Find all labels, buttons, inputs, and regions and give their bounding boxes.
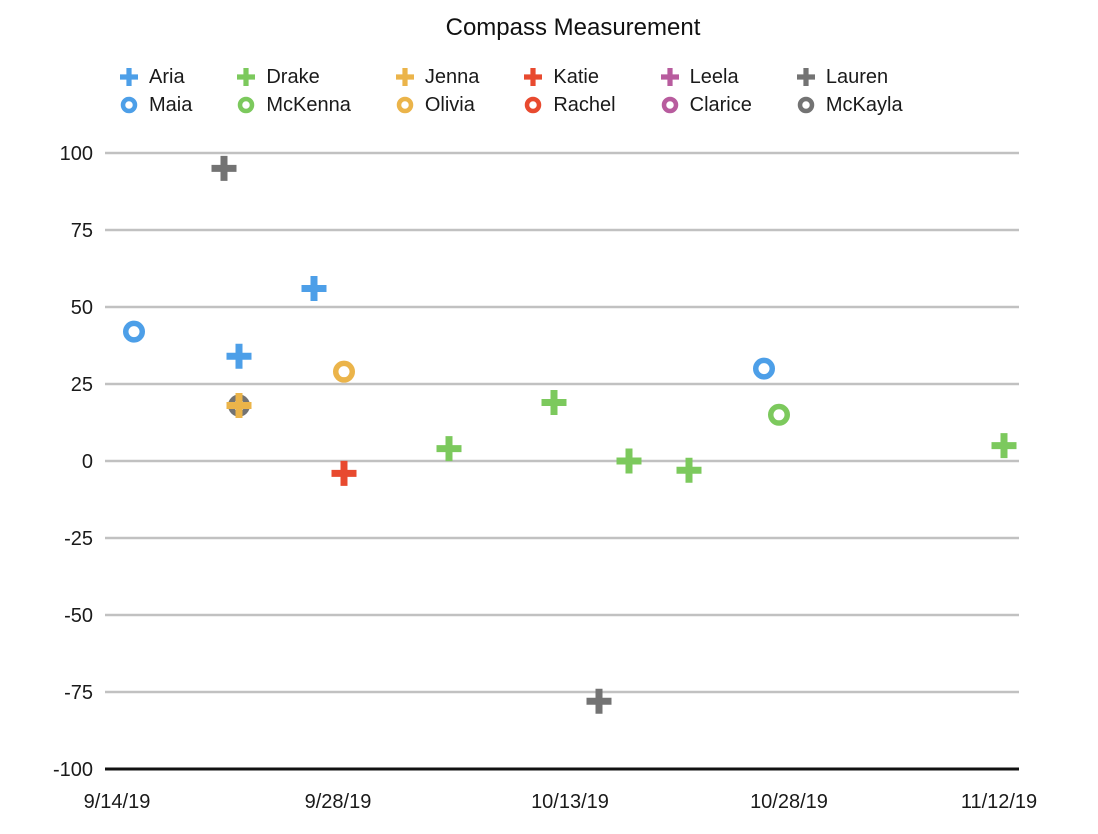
legend-item-jenna: Jenna (395, 63, 480, 91)
circle-marker-icon (661, 96, 678, 114)
plus-marker-icon (524, 68, 543, 86)
data-point-plus-drake (541, 389, 567, 415)
data-point-plus-drake (991, 433, 1017, 459)
data-point-circle-maia (753, 357, 775, 380)
legend-column: Lauren McKayla (796, 63, 903, 119)
circle-marker-icon (797, 96, 815, 114)
legend-label: Aria (149, 65, 185, 88)
data-point-plus-katie (331, 460, 357, 486)
legend-marker (237, 68, 256, 86)
legend-column: Jenna Olivia (395, 63, 480, 119)
legend-marker (395, 68, 414, 86)
circle-marker-icon (525, 96, 542, 114)
x-axis-tick-label: 9/28/19 (305, 791, 372, 813)
data-point-plus-aria (226, 343, 252, 369)
data-point-plus-drake (436, 436, 462, 462)
x-axis-tick-label: 10/28/19 (750, 791, 828, 813)
legend-item-rachel: Rachel (523, 91, 616, 119)
legend-item-mckenna: McKenna (236, 91, 351, 119)
legend-item-mckayla: McKayla (796, 91, 903, 119)
legend-marker (797, 96, 815, 114)
legend-marker (396, 96, 414, 114)
legend-marker (660, 68, 679, 86)
legend-label: Olivia (424, 93, 475, 116)
circle-marker-icon (120, 96, 138, 114)
y-axis-tick-label: 50 (71, 297, 93, 319)
legend-marker (796, 68, 815, 86)
legend-column: Aria Maia (119, 63, 192, 119)
legend-item-leela: Leela (660, 63, 752, 91)
legend-label: Lauren (825, 65, 889, 88)
data-point-plus-lauren (586, 688, 612, 714)
y-axis-tick-label: 25 (71, 374, 93, 396)
legend-marker (120, 96, 138, 114)
plus-marker-icon (660, 68, 679, 86)
plus-marker-icon (395, 68, 414, 86)
legend-marker (661, 96, 678, 114)
legend-item-maia: Maia (119, 91, 192, 119)
legend-label: McKayla (825, 93, 903, 116)
x-axis-tick-label: 11/12/19 (961, 791, 1037, 813)
x-axis-tick-label: 9/14/19 (84, 791, 151, 813)
legend-marker (238, 96, 255, 114)
x-axis-tick-label: 10/13/19 (531, 791, 609, 813)
data-point-circle-maia (123, 320, 145, 343)
y-axis-tick-label: -25 (64, 528, 93, 550)
legend-label: Rachel (553, 93, 616, 116)
plus-marker-icon (796, 68, 815, 86)
y-axis-tick-label: 0 (82, 451, 93, 473)
y-axis-tick-label: 75 (71, 220, 93, 242)
legend-item-lauren: Lauren (796, 63, 903, 91)
legend-label: Clarice (689, 93, 752, 116)
y-axis-tick-label: 100 (60, 143, 93, 165)
legend-column: Katie Rachel (523, 63, 616, 119)
legend-item-drake: Drake (236, 63, 351, 91)
legend-label: Leela (689, 65, 739, 88)
legend-column: Leela Clarice (660, 63, 752, 119)
circle-marker-icon (396, 96, 414, 114)
legend-marker (524, 68, 543, 86)
legend-label: Jenna (424, 65, 480, 88)
data-point-plus-jenna (226, 393, 252, 419)
circle-marker-icon (238, 96, 255, 114)
legend-marker (525, 96, 542, 114)
y-axis-tick-label: -75 (64, 682, 93, 704)
legend-label: McKenna (266, 93, 351, 116)
y-axis-tick-label: -50 (64, 605, 93, 627)
chart-legend: Aria Maia Drake McKenna Jenna Olivia Katie Rach… (119, 63, 903, 119)
data-point-plus-drake (616, 448, 642, 474)
legend-column: Drake McKenna (236, 63, 351, 119)
plus-marker-icon (237, 68, 256, 86)
legend-label: Maia (149, 93, 193, 116)
data-point-circle-olivia (333, 360, 355, 383)
data-point-plus-lauren (211, 155, 237, 181)
legend-label: Drake (266, 65, 320, 88)
legend-item-katie: Katie (523, 63, 615, 91)
chart-title: Compass Measurement (445, 14, 701, 41)
data-point-plus-drake (676, 457, 702, 483)
legend-item-aria: Aria (119, 63, 192, 91)
plus-marker-icon (120, 68, 138, 86)
legend-marker (120, 68, 138, 86)
legend-item-olivia: Olivia (395, 91, 480, 119)
legend-item-clarice: Clarice (660, 91, 752, 119)
legend-label: Katie (553, 65, 599, 88)
y-axis-tick-label: -100 (53, 759, 93, 781)
data-point-circle-mckenna (768, 403, 790, 426)
data-point-plus-aria (301, 276, 327, 302)
